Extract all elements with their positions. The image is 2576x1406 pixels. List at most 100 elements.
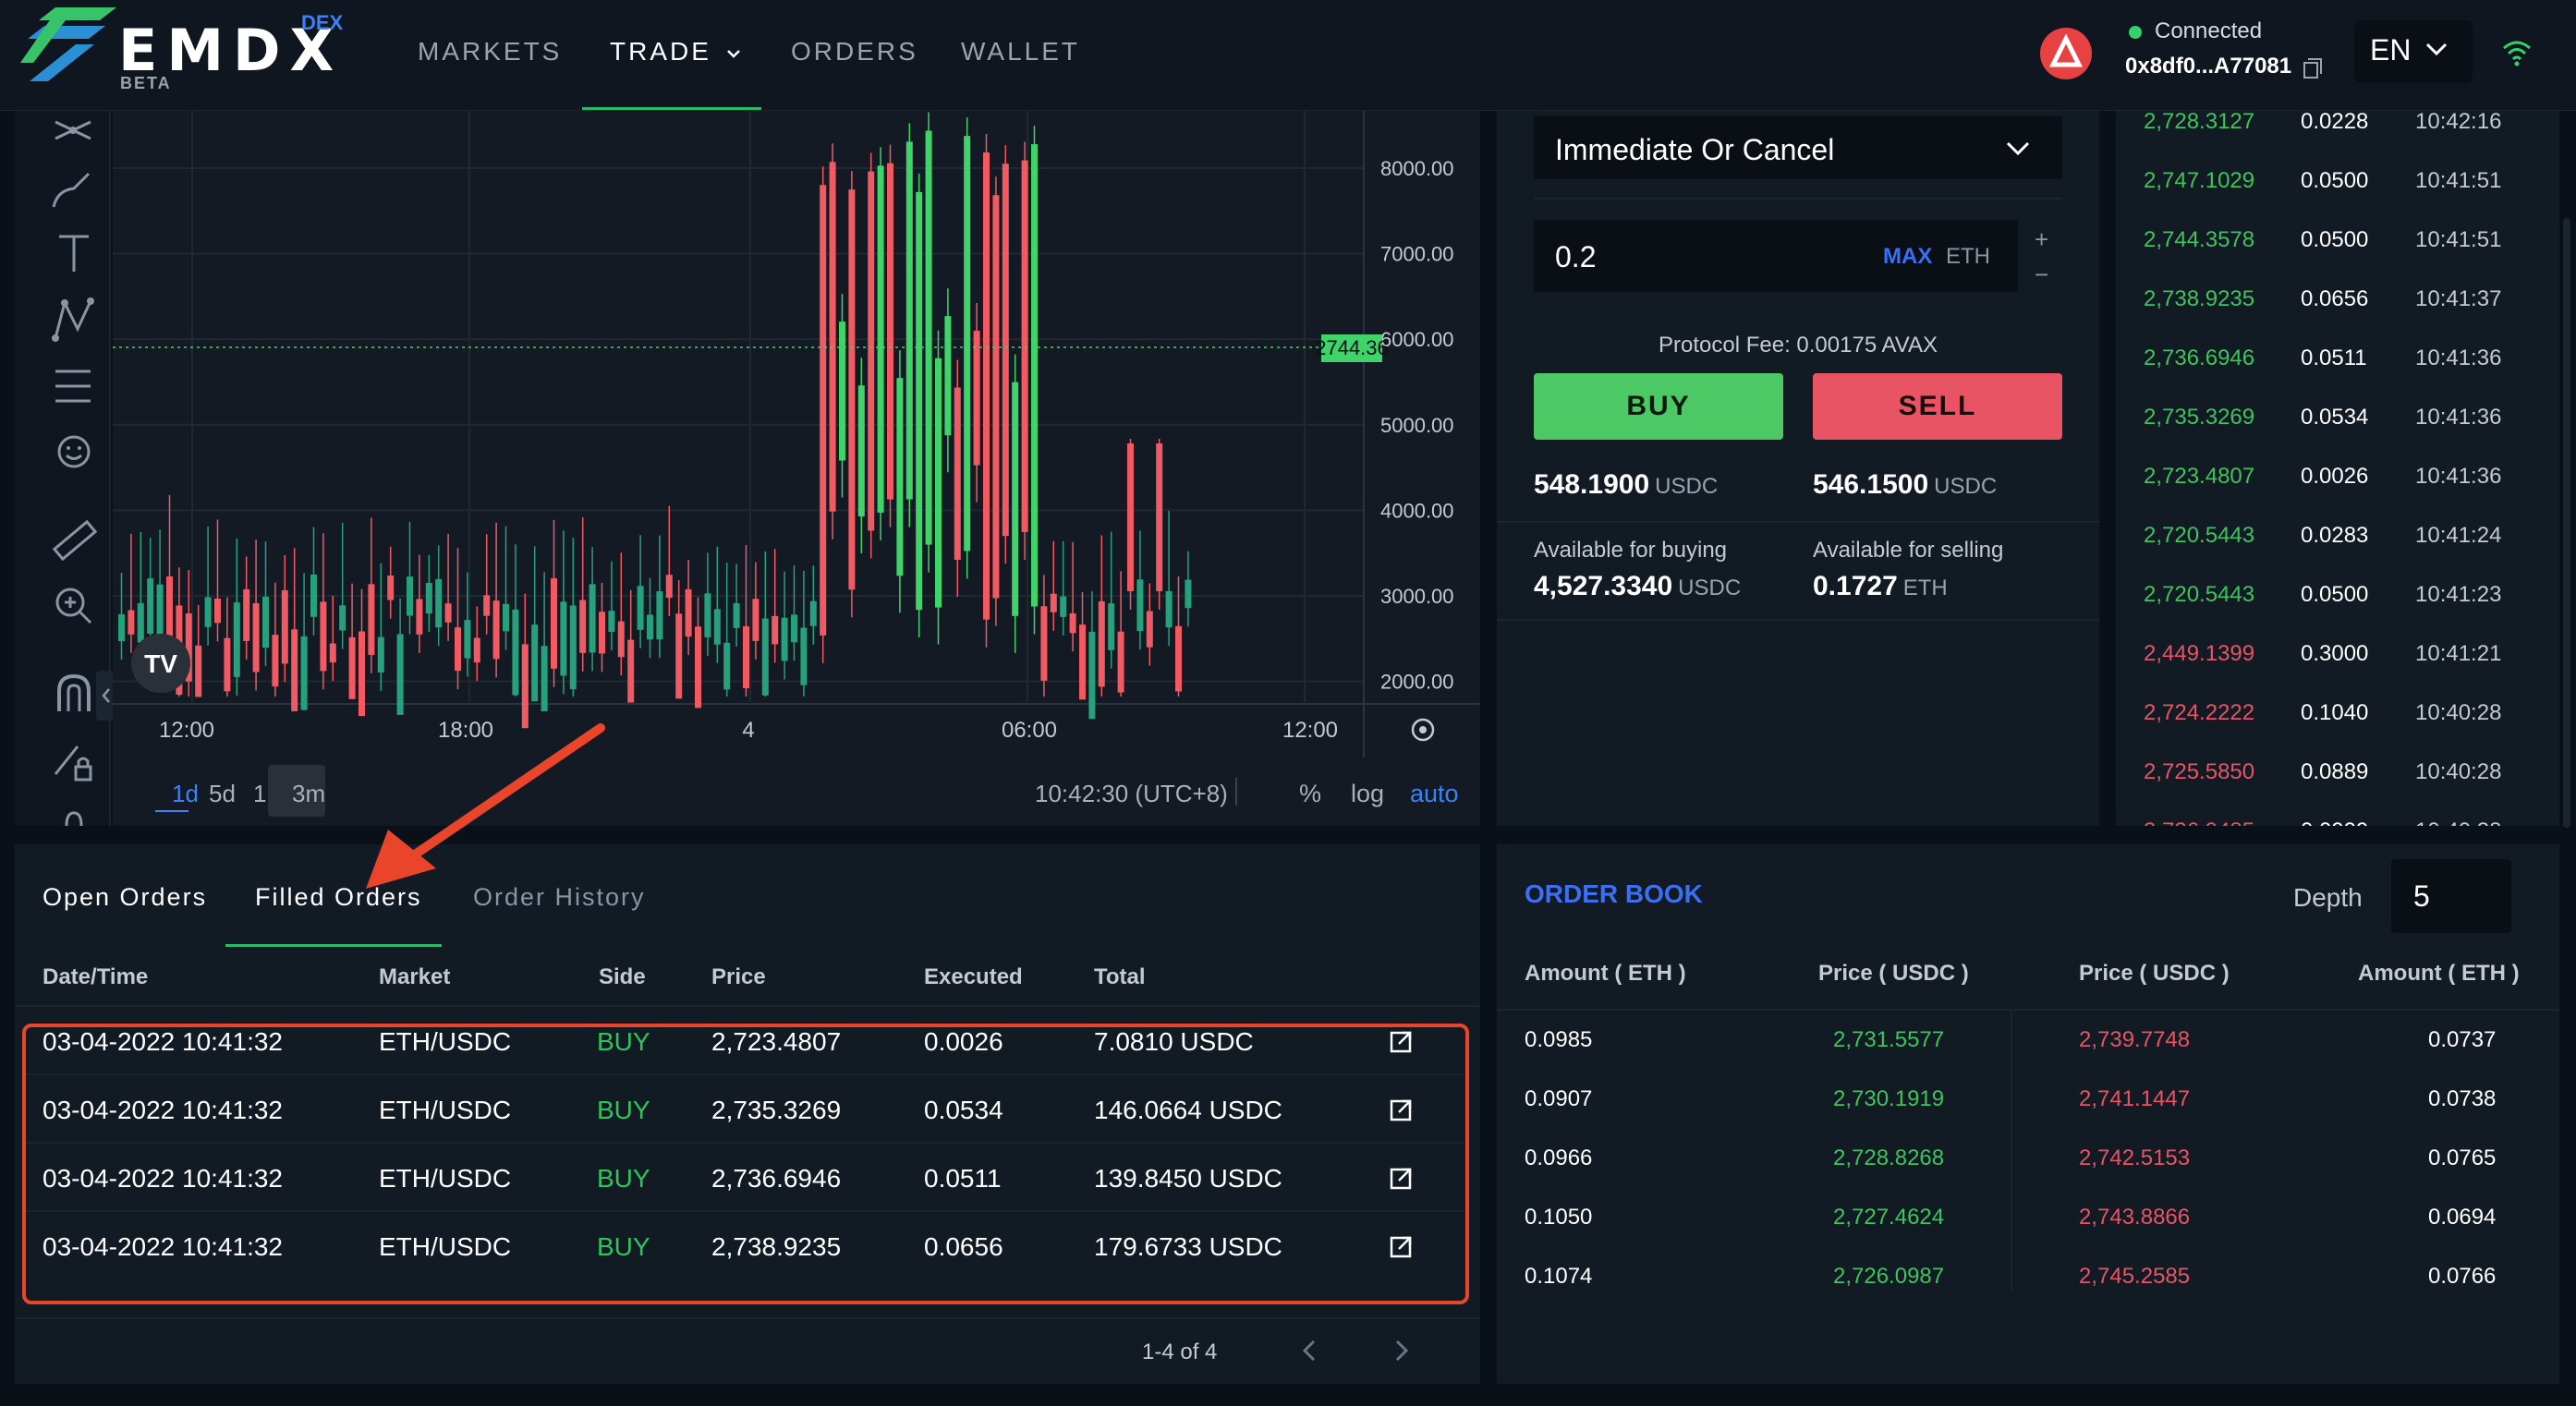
candle-body	[761, 618, 769, 696]
increment-button[interactable]: +	[2035, 225, 2049, 253]
trade-amount: 0.0500	[2301, 227, 2369, 252]
nav-trade[interactable]: TRADE	[610, 37, 742, 67]
candle-body	[820, 185, 827, 636]
copy-icon[interactable]	[2303, 57, 2323, 79]
candlestick-chart[interactable]: 8000.00 7000.00 6000.00 5000.00 4000.00 3000.…	[113, 111, 1480, 826]
chevron-down-icon	[726, 50, 740, 58]
avalanche-network-icon[interactable]	[2040, 28, 2092, 79]
candle-body	[1079, 624, 1086, 700]
candle-body	[944, 316, 952, 436]
amount-input[interactable]	[1534, 220, 2018, 292]
trade-time: 10:40:28	[2415, 759, 2502, 784]
candle-body	[829, 162, 836, 512]
candle-body	[733, 602, 740, 628]
tab-filled-orders[interactable]: Filled Orders	[255, 883, 422, 911]
candle-body	[435, 578, 443, 628]
nav-active-indicator	[582, 107, 761, 110]
candle-body	[137, 602, 144, 643]
nav-markets[interactable]: MARKETS	[418, 37, 563, 66]
scrollbar[interactable]	[2563, 218, 2570, 828]
lock-drawings-icon[interactable]	[48, 737, 102, 787]
candle-body	[541, 646, 548, 712]
buy-button[interactable]: BUY	[1534, 373, 1783, 440]
candle-body	[310, 574, 317, 617]
language-select[interactable]	[2354, 20, 2473, 83]
order-type-value: Immediate Or Cancel	[1555, 133, 1835, 166]
order-executed: 0.0656	[924, 1232, 1003, 1261]
depth-input[interactable]	[2391, 859, 2511, 933]
order-price: 2,738.9235	[711, 1232, 842, 1261]
zoom-in-icon[interactable]	[48, 580, 102, 630]
external-link-icon[interactable]	[1390, 1029, 1414, 1053]
candle-body	[1021, 160, 1028, 532]
trend-line-icon[interactable]	[48, 166, 102, 216]
order-datetime: 03-04-2022 10:41:32	[43, 1232, 283, 1261]
range-1d[interactable]: 1d	[172, 780, 199, 807]
order-market: ETH/USDC	[379, 1232, 512, 1261]
candle-body	[195, 645, 202, 697]
magnet-icon[interactable]	[48, 671, 102, 721]
candle-body	[627, 639, 635, 703]
text-tool-icon[interactable]	[48, 229, 102, 279]
bid-price: 2,727.4624	[1833, 1205, 1945, 1230]
order-total: 139.8450 USDC	[1094, 1164, 1282, 1193]
tab-open-orders[interactable]: Open Orders	[43, 883, 208, 911]
candle-body	[233, 602, 240, 677]
candle-body	[896, 378, 904, 576]
chevron-left-icon[interactable]	[1299, 1336, 1319, 1365]
trash-icon[interactable]	[48, 800, 102, 826]
amount-value[interactable]: 0.2	[1555, 240, 1597, 273]
decrement-button[interactable]: −	[2035, 261, 2049, 288]
bid-price: 2,728.8268	[1833, 1145, 1945, 1170]
external-link-icon[interactable]	[1390, 1166, 1414, 1190]
scale-option[interactable]: %	[1299, 780, 1321, 807]
depth-value[interactable]: 5	[2413, 879, 2430, 913]
order-price: 2,736.6946	[711, 1164, 842, 1193]
candle-body	[252, 602, 260, 673]
price-chart[interactable]: 8000.00 7000.00 6000.00 5000.00 4000.00 3000.…	[113, 111, 1480, 826]
fib-tool-icon[interactable]	[48, 362, 102, 412]
candle-body	[214, 599, 221, 624]
top-header: EMDX DEX BETA MARKETS TRADE ORDERS WALLE…	[0, 0, 2576, 111]
tradingview-logo-icon[interactable]: TV	[131, 634, 190, 693]
trade-price: 2,726.9485	[2144, 818, 2254, 826]
emoji-tool-icon[interactable]	[48, 427, 102, 477]
candle-body	[954, 387, 961, 560]
nav-wallet[interactable]: WALLET	[961, 37, 1080, 66]
col-side: Side	[599, 964, 646, 989]
toolbar-collapse-toggle[interactable]	[96, 671, 116, 721]
chevron-down-icon	[2006, 141, 2030, 156]
ruler-icon[interactable]	[48, 515, 102, 565]
scale-option[interactable]: auto	[1410, 780, 1459, 807]
crosshair-tool-icon[interactable]	[48, 111, 102, 161]
order-type-select[interactable]	[1534, 116, 2062, 179]
sell-price: 546.1500 USDC	[1813, 469, 1997, 501]
trade-amount: 0.0026	[2301, 464, 2369, 489]
pattern-tool-icon[interactable]	[48, 296, 102, 345]
trade-price: 2,720.5443	[2144, 523, 2255, 548]
emdx-logo-icon[interactable]	[20, 7, 116, 81]
trade-time: 10:40:28	[2415, 818, 2501, 826]
order-price: 2,723.4807	[711, 1027, 842, 1056]
tab-order-history[interactable]: Order History	[473, 883, 646, 911]
candle-body	[1060, 596, 1067, 617]
scale-option[interactable]: log	[1351, 780, 1384, 807]
external-link-icon[interactable]	[1390, 1234, 1414, 1258]
available-selling-value: 0.1727	[1813, 571, 1898, 601]
y-tick-label: 8000.00	[1380, 157, 1454, 180]
ob-col-ask-amount: Amount ( ETH )	[2358, 961, 2520, 986]
chevron-right-icon[interactable]	[1391, 1336, 1412, 1365]
max-button[interactable]: MAX	[1883, 244, 1933, 269]
nav-orders[interactable]: ORDERS	[791, 37, 918, 66]
external-link-icon[interactable]	[1390, 1097, 1414, 1121]
trade-amount: 0.0656	[2301, 286, 2369, 311]
candle-body	[800, 627, 808, 685]
range-3m[interactable]: 3m	[292, 780, 325, 807]
sell-button[interactable]: SELL	[1813, 373, 2062, 440]
ask-price: 2,742.5153	[2079, 1145, 2191, 1170]
trade-row: 2,724.2222 0.1040 10:40:28	[2116, 700, 2559, 737]
chart-settings-icon[interactable]	[1411, 718, 1435, 742]
wallet-address[interactable]: 0x8df0...A77081	[2125, 54, 2292, 79]
divider	[2011, 1011, 2012, 1290]
range-5d[interactable]: 5d	[209, 780, 236, 807]
